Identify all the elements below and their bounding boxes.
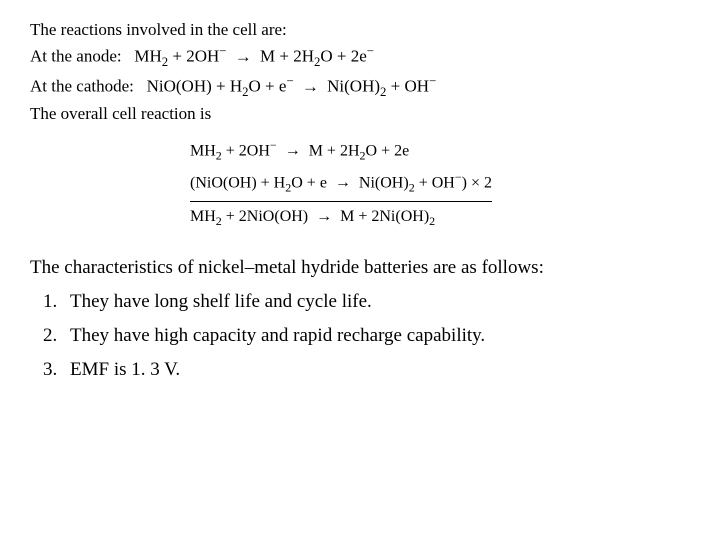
eq1-arrow: → — [281, 142, 305, 160]
overall-eq2: (NiO(OH) + H2O + e → Ni(OH)2 + OH−) × 2 — [190, 170, 492, 203]
cathode-rhs: Ni(OH) — [327, 77, 380, 96]
cathode-oh-sup: − — [429, 74, 436, 88]
anode-oh-sup: − — [219, 44, 226, 58]
overall-equation-block: MH2 + 2OH− → M + 2H2O + 2e (NiO(OH) + H2… — [190, 138, 690, 229]
cathode-lhs: NiO(OH) + H — [147, 77, 243, 96]
eq2-e: ) × 2 — [462, 174, 492, 191]
overall-label: The overall cell reaction is — [30, 104, 690, 124]
eq1-b-sup: − — [270, 138, 277, 152]
list-item: They have long shelf life and cycle life… — [62, 291, 690, 313]
eq3-b: + 2NiO(OH) — [222, 208, 308, 225]
cathode-lhs2: O + e — [249, 77, 287, 96]
eq1-a: MH — [190, 142, 216, 159]
cathode-e-sup: − — [286, 74, 293, 88]
eq1-d: O + 2e — [366, 142, 410, 159]
cathode-rhs2: + OH — [386, 77, 429, 96]
eq3-c-sub: 2 — [429, 214, 435, 228]
eq2-a: (NiO(OH) + H — [190, 174, 285, 191]
cathode-arrow: → — [298, 77, 323, 97]
anode-lhs1: MH — [134, 47, 161, 66]
anode-rhs2: O + 2e — [320, 47, 366, 66]
list-item: EMF is 1. 3 V. — [62, 359, 690, 381]
eq3-a: MH — [190, 208, 216, 225]
cathode-label: At the cathode: — [30, 77, 134, 96]
anode-arrow: → — [231, 47, 256, 67]
eq1-c: M + 2H — [309, 142, 360, 159]
overall-eq3: MH2 + 2NiO(OH) → M + 2Ni(OH)2 — [190, 202, 690, 229]
eq1-b: + 2OH — [222, 142, 270, 159]
eq3-arrow: → — [312, 208, 336, 226]
eq2-d-sup: − — [455, 170, 462, 184]
anode-e-sup: − — [367, 44, 374, 58]
anode-plus1: + 2OH — [168, 47, 219, 66]
eq2-arrow: → — [331, 174, 355, 192]
anode-label: At the anode: — [30, 47, 122, 66]
list-item: They have high capacity and rapid rechar… — [62, 325, 690, 347]
eq2-c: Ni(OH) — [359, 174, 409, 191]
overall-eq1: MH2 + 2OH− → M + 2H2O + 2e — [190, 138, 690, 164]
anode-rhs1: M + 2H — [260, 47, 314, 66]
characteristics-list: They have long shelf life and cycle life… — [30, 291, 690, 381]
eq2-d: + OH — [415, 174, 455, 191]
cathode-equation: At the cathode: NiO(OH) + H2O + e− → Ni(… — [30, 74, 690, 100]
characteristics-intro: The characteristics of nickel–metal hydr… — [30, 257, 690, 279]
intro-text: The reactions involved in the cell are: — [30, 20, 690, 40]
eq3-c: M + 2Ni(OH) — [340, 208, 429, 225]
anode-equation: At the anode: MH2 + 2OH− → M + 2H2O + 2e… — [30, 44, 690, 70]
eq2-b: O + e — [291, 174, 327, 191]
